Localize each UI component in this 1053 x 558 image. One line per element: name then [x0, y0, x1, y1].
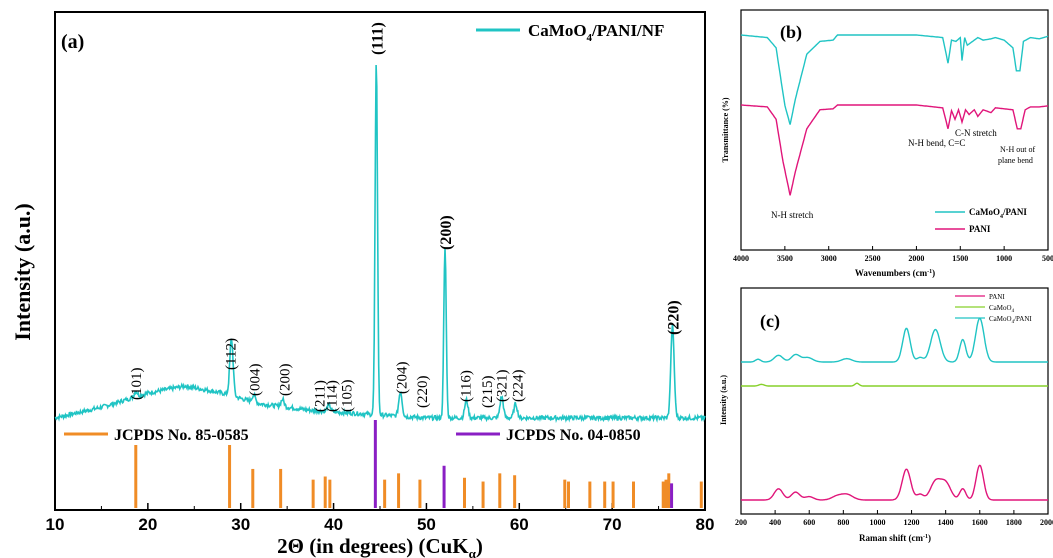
legend-b: CaMoO4/PANI PANI [935, 207, 1027, 234]
x-tick-label-a: 40 [324, 515, 343, 534]
panel-a-xrd: (a) 10 20 30 40 50 60 70 80 Intensity (a.u.) 2Θ… [10, 12, 714, 558]
panel-b-label: (b) [780, 22, 802, 43]
x-tick-label-b: 3500 [777, 254, 793, 263]
legend-c-label-1: PANI [989, 293, 1005, 301]
legend-c: PANI CaMoO4 CaMoO4/PANI [955, 293, 1032, 325]
x-axis-ticks-b: 4000 3500 3000 2500 2000 1500 1000 500 [733, 246, 1053, 263]
hkl-label-orange: (224) [510, 370, 526, 403]
hkl-label-orange: (204) [394, 362, 410, 395]
x-tick-label-c: 400 [769, 518, 781, 527]
x-tick-label-c: 800 [837, 518, 849, 527]
x-tick-label-b: 3000 [821, 254, 837, 263]
x-tick-label-c: 200 [735, 518, 747, 527]
x-axis-label-c: Raman shift (cm-1) [859, 533, 931, 543]
annotation-nh-bend: N-H bend, C=C [908, 138, 965, 148]
legend-a: CaMoO4/PANI/NF [476, 21, 664, 44]
x-tick-label-c: 600 [803, 518, 815, 527]
panel-b-marks [741, 35, 1048, 195]
hkl-label-orange: (105) [340, 380, 356, 413]
x-axis-ticks-c: 200 400 600 800 1000 1200 1400 1600 1800 2000 [735, 510, 1053, 527]
x-tick-label-c: 1400 [938, 518, 954, 527]
x-tick-label-c: 1000 [869, 518, 885, 527]
x-axis-label-b: Wavenumbers (cm-1) [855, 268, 935, 278]
x-tick-label-a: 60 [510, 515, 529, 534]
panel-c-marks [741, 318, 1048, 500]
ref-purple-label: JCPDS No. 04-0850 [506, 427, 641, 444]
y-axis-label-b: Transmittance (%) [721, 97, 730, 162]
panel-a-label: (a) [61, 31, 84, 53]
x-tick-label-b: 1000 [996, 254, 1012, 263]
panel-c-raman: (c) Intensity (a.u.) Raman shift (cm-1) … [719, 288, 1053, 543]
x-tick-label-a: 50 [417, 515, 436, 534]
panel-b-ftir: (b) Transmittance (%) Wavenumbers (cm-1)… [721, 10, 1053, 278]
hkl-label-purple: (111) [369, 22, 386, 55]
x-tick-label-b: 500 [1042, 254, 1053, 263]
x-tick-label-c: 1800 [1006, 518, 1022, 527]
x-tick-label-a: 70 [603, 515, 622, 534]
x-tick-label-c: 2000 [1040, 518, 1053, 527]
legend-b-label-1: CaMoO4/PANI [969, 207, 1027, 220]
x-tick-label-b: 4000 [733, 254, 749, 263]
hkl-label-orange: (200) [277, 364, 293, 397]
legend-c-label-2: CaMoO4 [989, 304, 1015, 314]
hkl-label-orange: (114) [325, 380, 341, 412]
x-tick-label-c: 1200 [904, 518, 920, 527]
raman-series-line [741, 318, 1048, 362]
hkl-label-orange: (220) [415, 376, 431, 409]
x-axis-label-a: 2Θ (in degrees) (CuKα) [277, 534, 483, 558]
annotation-cn-stretch: C-N stretch [955, 128, 997, 138]
hkl-label-orange: (321) [495, 370, 511, 402]
hkl-label-purple: (220) [666, 300, 683, 335]
x-tick-label-b: 2000 [908, 254, 924, 263]
hkl-label-orange: (101) [129, 368, 145, 401]
y-axis-label-c: Intensity (a.u.) [719, 375, 728, 425]
annotation-nh-oop-1: N-H out of [1000, 145, 1035, 154]
raman-series-line [741, 465, 1048, 500]
hkl-label-orange: (116) [458, 370, 474, 402]
hkl-label-orange: (112) [224, 338, 240, 370]
legend-b-label-2: PANI [969, 224, 991, 234]
hkl-label-orange: (004) [248, 364, 264, 397]
ref-orange-label: JCPDS No. 85-0585 [114, 427, 249, 444]
panel-c-label: (c) [760, 311, 780, 332]
annotation-nh-oop-2: plane bend [998, 156, 1033, 165]
reference-legend-a: JCPDS No. 85-0585 JCPDS No. 04-0850 [64, 427, 641, 444]
x-tick-label-a: 10 [46, 515, 65, 534]
x-tick-label-a: 20 [138, 515, 157, 534]
xrd-series-line [55, 65, 705, 420]
hkl-label-purple: (200) [438, 215, 455, 250]
legend-a-label: CaMoO4/PANI/NF [528, 21, 664, 44]
x-tick-label-a: 80 [696, 515, 715, 534]
x-tick-label-c: 1600 [972, 518, 988, 527]
ftir-series-line [741, 35, 1048, 125]
annotation-nh-stretch: N-H stretch [771, 210, 814, 220]
x-tick-label-b: 2500 [865, 254, 881, 263]
legend-c-label-3: CaMoO4/PANI [989, 315, 1032, 325]
raman-series-line [741, 383, 1048, 386]
x-tick-label-b: 1500 [952, 254, 968, 263]
y-axis-label-a: Intensity (a.u.) [10, 203, 35, 341]
x-tick-label-a: 30 [231, 515, 250, 534]
hkl-label-orange: (215) [480, 376, 496, 409]
